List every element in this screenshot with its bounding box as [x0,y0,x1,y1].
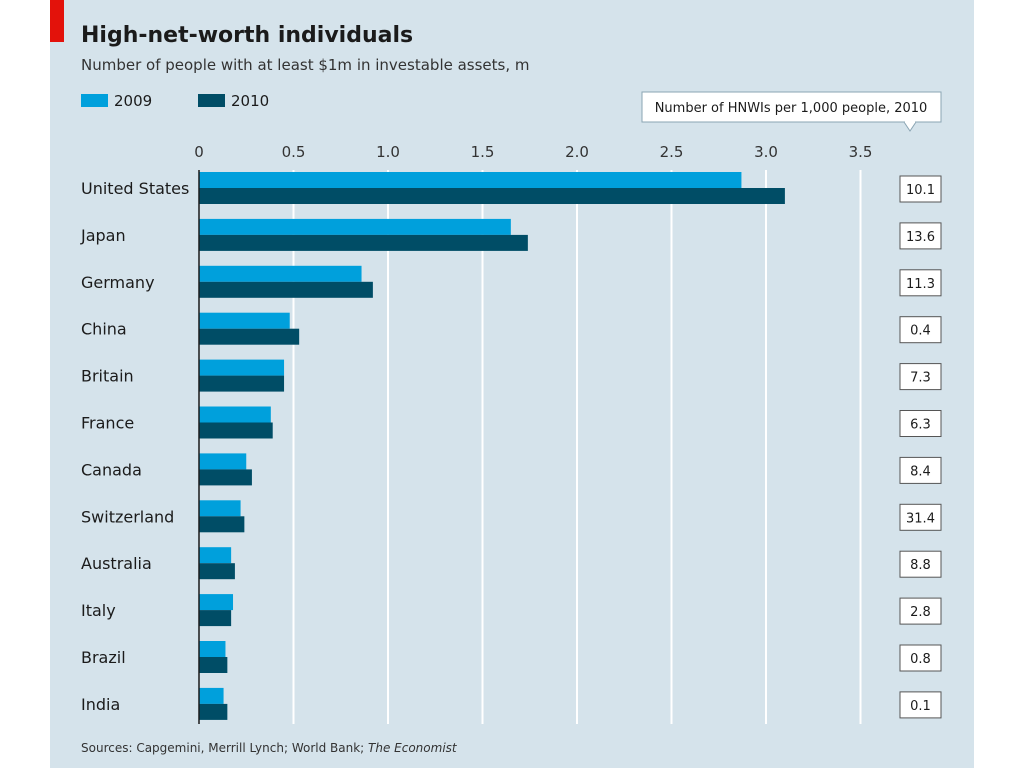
side-value-box [899,550,942,578]
side-panel-pointer [903,121,917,132]
category-label: China [81,320,127,339]
legend: 2009 2010 [81,92,269,110]
side-value: 7.3 [910,371,931,386]
bar-2009 [199,312,290,329]
side-value: 13.6 [906,230,935,245]
bar-2010 [199,563,235,580]
category-label: Brazil [81,648,126,667]
bar-2010 [199,375,285,392]
side-value-box [899,269,942,297]
bar-2010 [199,234,528,251]
side-value: 6.3 [910,418,931,433]
source-publication: The Economist [368,741,458,755]
bar-2010 [199,422,273,439]
bar-2010 [199,281,373,298]
bar-2009 [199,359,285,376]
bar-2009 [199,172,742,188]
bar-2010 [199,703,228,720]
source-note: Sources: Capgemini, Merrill Lynch; World… [81,741,458,755]
category-label: Britain [81,367,134,386]
side-value: 0.8 [910,652,931,667]
bar-2010 [199,188,785,204]
side-value: 31.4 [906,511,935,526]
chart-title: High-net-worth individuals [81,23,413,48]
x-tick-label: 1.0 [376,143,400,161]
category-label: Germany [81,273,155,292]
side-value-box [899,175,942,203]
x-tick-label: 3.0 [754,143,778,161]
side-value: 0.1 [910,699,931,714]
x-tick-label: 0 [194,143,204,161]
side-value: 2.8 [910,605,931,620]
bar-2010 [199,469,252,486]
bar-2009 [199,641,226,657]
legend-label-2010: 2010 [231,92,269,110]
legend-label-2009: 2009 [114,92,152,110]
x-tick-label: 2.0 [565,143,589,161]
side-value-box [899,456,942,484]
bar-2009 [199,265,362,282]
bar-2009 [199,687,224,704]
category-label: Switzerland [81,507,174,526]
bar-2009 [199,406,271,423]
side-value-box [899,644,942,672]
side-value-box [899,503,942,531]
chart-subtitle: Number of people with at least $1m in in… [81,56,530,74]
category-label: India [81,695,120,714]
bar-2010 [199,516,245,533]
side-value: 0.4 [910,324,931,339]
side-value-box [899,316,942,344]
side-value-box [899,410,942,437]
category-label: Australia [81,554,152,573]
category-label: Italy [81,601,116,620]
side-value: 8.4 [910,464,931,479]
source-text: Sources: Capgemini, Merrill Lynch; World… [81,741,368,755]
side-value-box [899,222,942,250]
bar-2009 [199,218,511,235]
category-label: Japan [80,226,126,245]
side-value: 11.3 [906,277,935,292]
bar-2009 [199,547,232,564]
side-value-box [899,691,942,719]
side-value-box [899,363,942,391]
side-panel-header-text: Number of HNWIs per 1,000 people, 2010 [655,101,928,116]
category-label: United States [81,179,189,198]
legend-swatch-2010 [198,94,225,107]
bar-2010 [199,328,300,345]
x-tick-label: 1.5 [471,143,495,161]
x-tick-label: 3.5 [849,143,873,161]
category-label: Canada [81,460,142,479]
side-panel-pointer-mask [905,120,915,123]
side-panel-header-box [641,91,942,123]
bar-2009 [199,500,241,517]
side-value: 8.8 [910,558,931,573]
x-tick-label: 2.5 [660,143,684,161]
side-value-box [899,597,942,625]
legend-swatch-2009 [81,94,108,107]
category-label: France [81,414,134,433]
bar-2009 [199,453,247,470]
economist-red-tag [50,0,64,42]
bar-2009 [199,594,234,611]
x-tick-label: 0.5 [282,143,306,161]
side-value: 10.1 [906,183,935,198]
side-panel-header: Number of HNWIs per 1,000 people, 2010 [641,91,942,132]
bar-2010 [199,657,228,673]
bar-2010 [199,610,232,627]
